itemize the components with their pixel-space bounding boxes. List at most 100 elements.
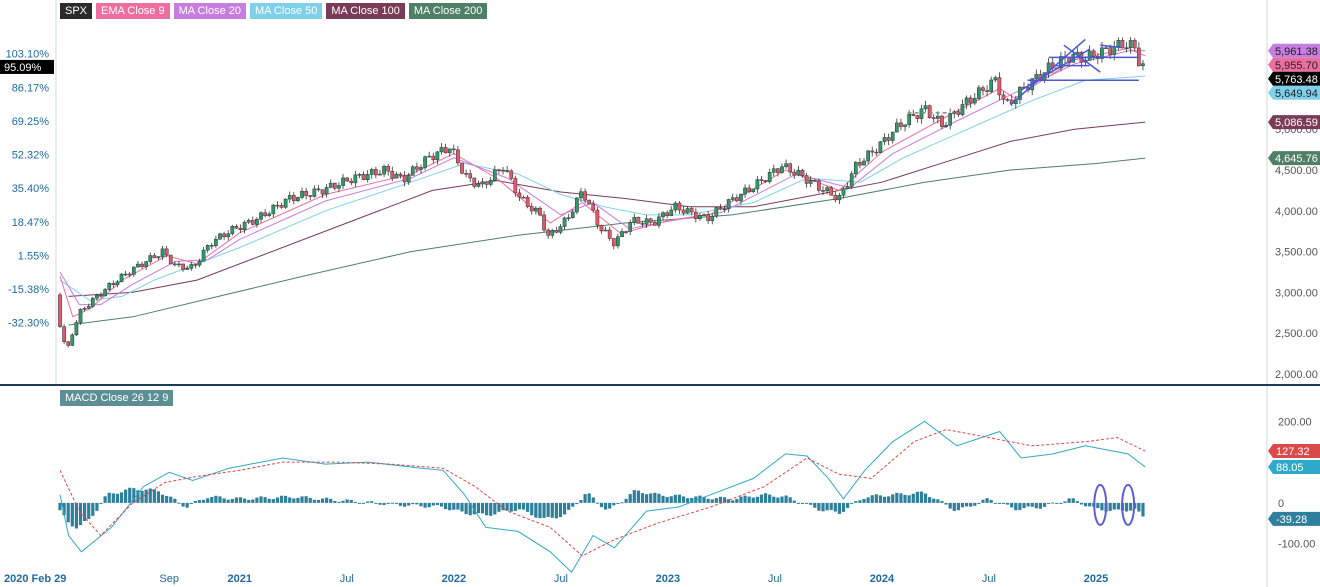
legend-ma-50[interactable]: MA Close 50 (249, 3, 323, 19)
candle-body (472, 177, 477, 187)
candle-body (710, 215, 715, 221)
candle-body (525, 196, 530, 207)
histogram-bar (599, 502, 604, 508)
histogram-bar (1096, 502, 1100, 509)
histogram-bar (1001, 502, 1006, 504)
candle-body (1046, 62, 1051, 73)
histogram-bar (234, 497, 238, 503)
legend-macd[interactable]: MACD Close 26 12 9 (60, 390, 174, 406)
histogram-bar (649, 493, 653, 503)
histogram-bar (411, 502, 415, 505)
candle-body (956, 111, 961, 115)
candle-body (763, 180, 768, 182)
histogram-bar (554, 502, 558, 519)
candle-body (66, 341, 71, 346)
histogram-bar (74, 502, 79, 529)
histogram-bar (333, 500, 337, 503)
histogram-bar (160, 494, 165, 503)
histogram-bar (571, 502, 575, 507)
candle-body (878, 141, 883, 154)
histogram-bar (882, 496, 887, 503)
histogram-bar (152, 489, 156, 503)
candle-body (460, 162, 464, 174)
candle-body (136, 263, 140, 268)
value-badge-label: 5,649.94 (1275, 88, 1318, 100)
candle-body (648, 218, 653, 223)
histogram-bar (312, 499, 316, 503)
candle-body (505, 170, 509, 172)
candle-body (451, 148, 456, 151)
candle-body (345, 177, 350, 182)
legend-spx[interactable]: SPX (60, 3, 93, 19)
histogram-bar (800, 502, 805, 504)
candle-body (189, 264, 194, 269)
candle-body (1104, 47, 1108, 49)
candle-body (603, 229, 608, 232)
trendline (1063, 44, 1101, 73)
candle-body (324, 187, 329, 195)
price-left-axis: 103.10% 86.17% 69.25% 52.32% 35.40% 18.47% 1.5… (0, 49, 54, 330)
histogram-bar (960, 502, 965, 508)
histogram-bar (419, 502, 423, 507)
candle-body (431, 155, 436, 161)
histogram-bar (169, 496, 173, 503)
candle-body (95, 294, 99, 299)
legend-ma-200[interactable]: MA Close 200 (408, 3, 488, 19)
candle-body (1108, 47, 1113, 55)
histogram-bar (558, 502, 563, 518)
histogram-bar (595, 502, 599, 504)
candle-body (283, 198, 288, 208)
candle-body (730, 197, 735, 200)
candle-body (1034, 74, 1039, 79)
histogram-bar (407, 502, 411, 506)
histogram-bar (275, 497, 280, 503)
histogram-bar (435, 502, 439, 506)
histogram-bar (218, 496, 222, 503)
candle-body (304, 190, 308, 196)
candle-body (829, 187, 834, 196)
histogram-bar (452, 502, 456, 510)
candle-body (127, 273, 132, 276)
histogram-bar (402, 502, 407, 507)
candle-body (415, 166, 419, 170)
histogram-bar (891, 494, 895, 503)
histogram-bar (259, 496, 263, 503)
histogram-bar (58, 502, 62, 511)
histogram-bar (862, 498, 866, 503)
time-tick-label: 2024 (870, 573, 895, 585)
histogram-bar (579, 499, 583, 503)
histogram-bar (587, 493, 591, 503)
candle-body (70, 334, 75, 346)
histogram-bar (423, 502, 427, 508)
legend-ema-9[interactable]: EMA Close 9 (96, 3, 170, 19)
candle-body (698, 215, 702, 219)
candle-body (657, 216, 661, 226)
histogram-bar (1141, 502, 1145, 517)
candle-body (620, 231, 624, 237)
histogram-bar (751, 497, 755, 503)
histogram-bar (341, 500, 345, 503)
candle-body (214, 238, 218, 246)
histogram-bar (923, 493, 928, 503)
candle-body (185, 268, 190, 270)
candle-body (624, 231, 628, 233)
histogram-bar (357, 502, 362, 504)
histogram-bar (329, 498, 333, 503)
candle-body (427, 155, 432, 158)
candle-body (808, 179, 813, 184)
candle-body (644, 218, 649, 225)
histogram-bar (653, 492, 657, 503)
histogram-bar (846, 502, 850, 508)
candle-body (964, 97, 969, 105)
histogram-bar (247, 499, 251, 503)
candle-body (275, 204, 280, 207)
histogram-bar (173, 498, 177, 503)
legend-ma-100[interactable]: MA Close 100 (326, 3, 405, 19)
candle-body (99, 294, 103, 297)
price-tick-label: 2,000.00 (1275, 369, 1318, 381)
candle-body (841, 188, 846, 196)
legend-ma-20[interactable]: MA Close 20 (173, 3, 246, 19)
histogram-bar (583, 494, 587, 503)
candle-body (131, 266, 136, 275)
price-tick-label: 4,000.00 (1275, 206, 1318, 218)
